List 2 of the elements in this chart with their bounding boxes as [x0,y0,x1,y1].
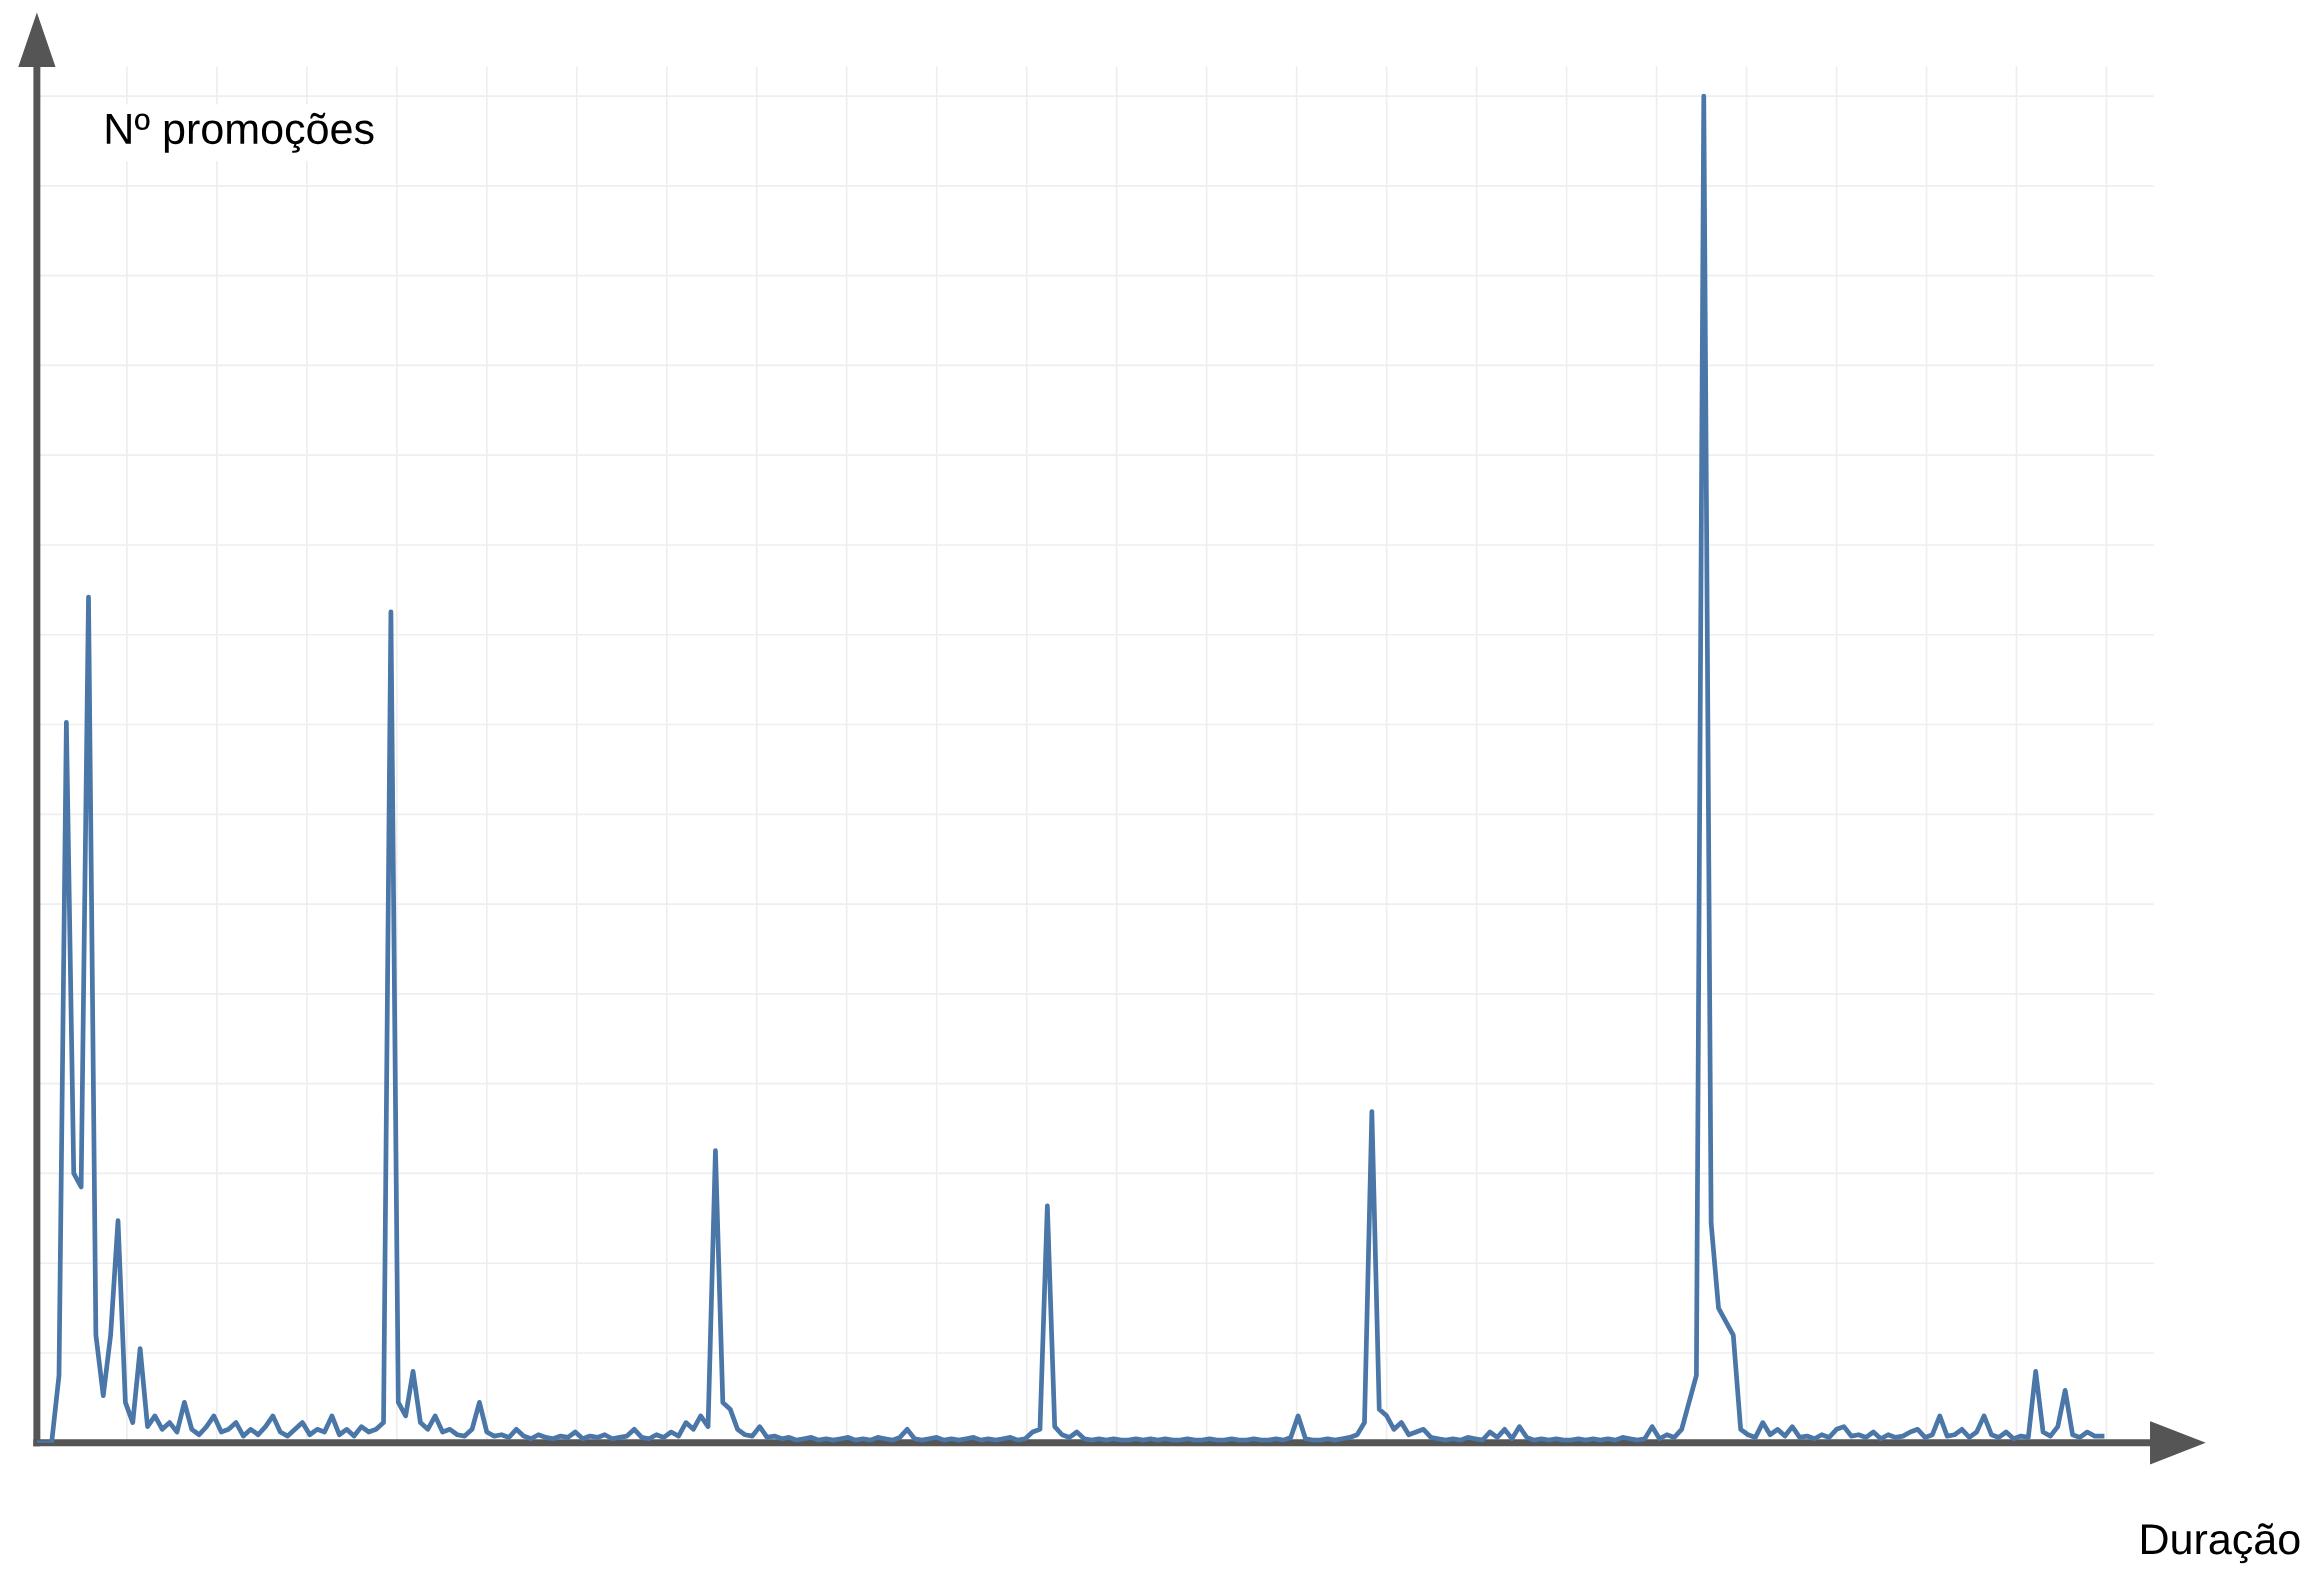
x-axis-title: Duração [2142,1523,2300,1564]
y-axis-title: Nº promoções [106,112,374,153]
